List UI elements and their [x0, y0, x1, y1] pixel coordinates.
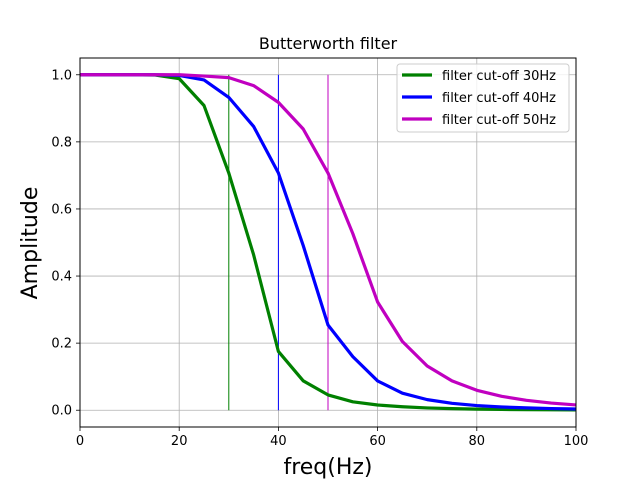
y-tick-label: 0.0 — [51, 404, 72, 419]
legend-label: filter cut-off 40Hz — [442, 91, 556, 106]
cutoff-markers-layer — [228, 74, 329, 411]
y-axis-label: Amplitude — [18, 187, 43, 300]
x-tick-label: 40 — [270, 434, 287, 449]
legend-box — [396, 63, 570, 133]
series-line — [80, 73, 576, 407]
y-tick-label: 0.6 — [51, 202, 72, 217]
x-tick-label: 80 — [469, 434, 486, 449]
y-tick-label: 0.4 — [51, 270, 72, 285]
x-tick-label: 60 — [369, 434, 386, 449]
tick-layer: 0 20 40 60 80 100 0.0 0.2 0.4 0.6 0.8 1.0 — [51, 68, 588, 449]
legend: filter cut-off 30Hz filter cut-off 40Hz fi… — [396, 63, 570, 133]
y-tick-label: 0.8 — [51, 135, 72, 150]
x-axis-label: freq(Hz) — [283, 455, 372, 480]
y-tick-label: 1.0 — [51, 68, 72, 83]
legend-label: filter cut-off 50Hz — [442, 113, 556, 128]
x-tick-label: 100 — [564, 434, 589, 449]
y-tick-label: 0.2 — [51, 337, 72, 352]
legend-items: filter cut-off 30Hz filter cut-off 40Hz fi… — [402, 69, 556, 128]
x-tick-label: 20 — [171, 434, 188, 449]
series-layer — [80, 73, 576, 412]
chart-title: Butterworth filter — [259, 34, 398, 53]
x-tick-label: 0 — [76, 434, 84, 449]
plot-frame — [79, 57, 577, 428]
legend-label: filter cut-off 30Hz — [442, 69, 556, 84]
